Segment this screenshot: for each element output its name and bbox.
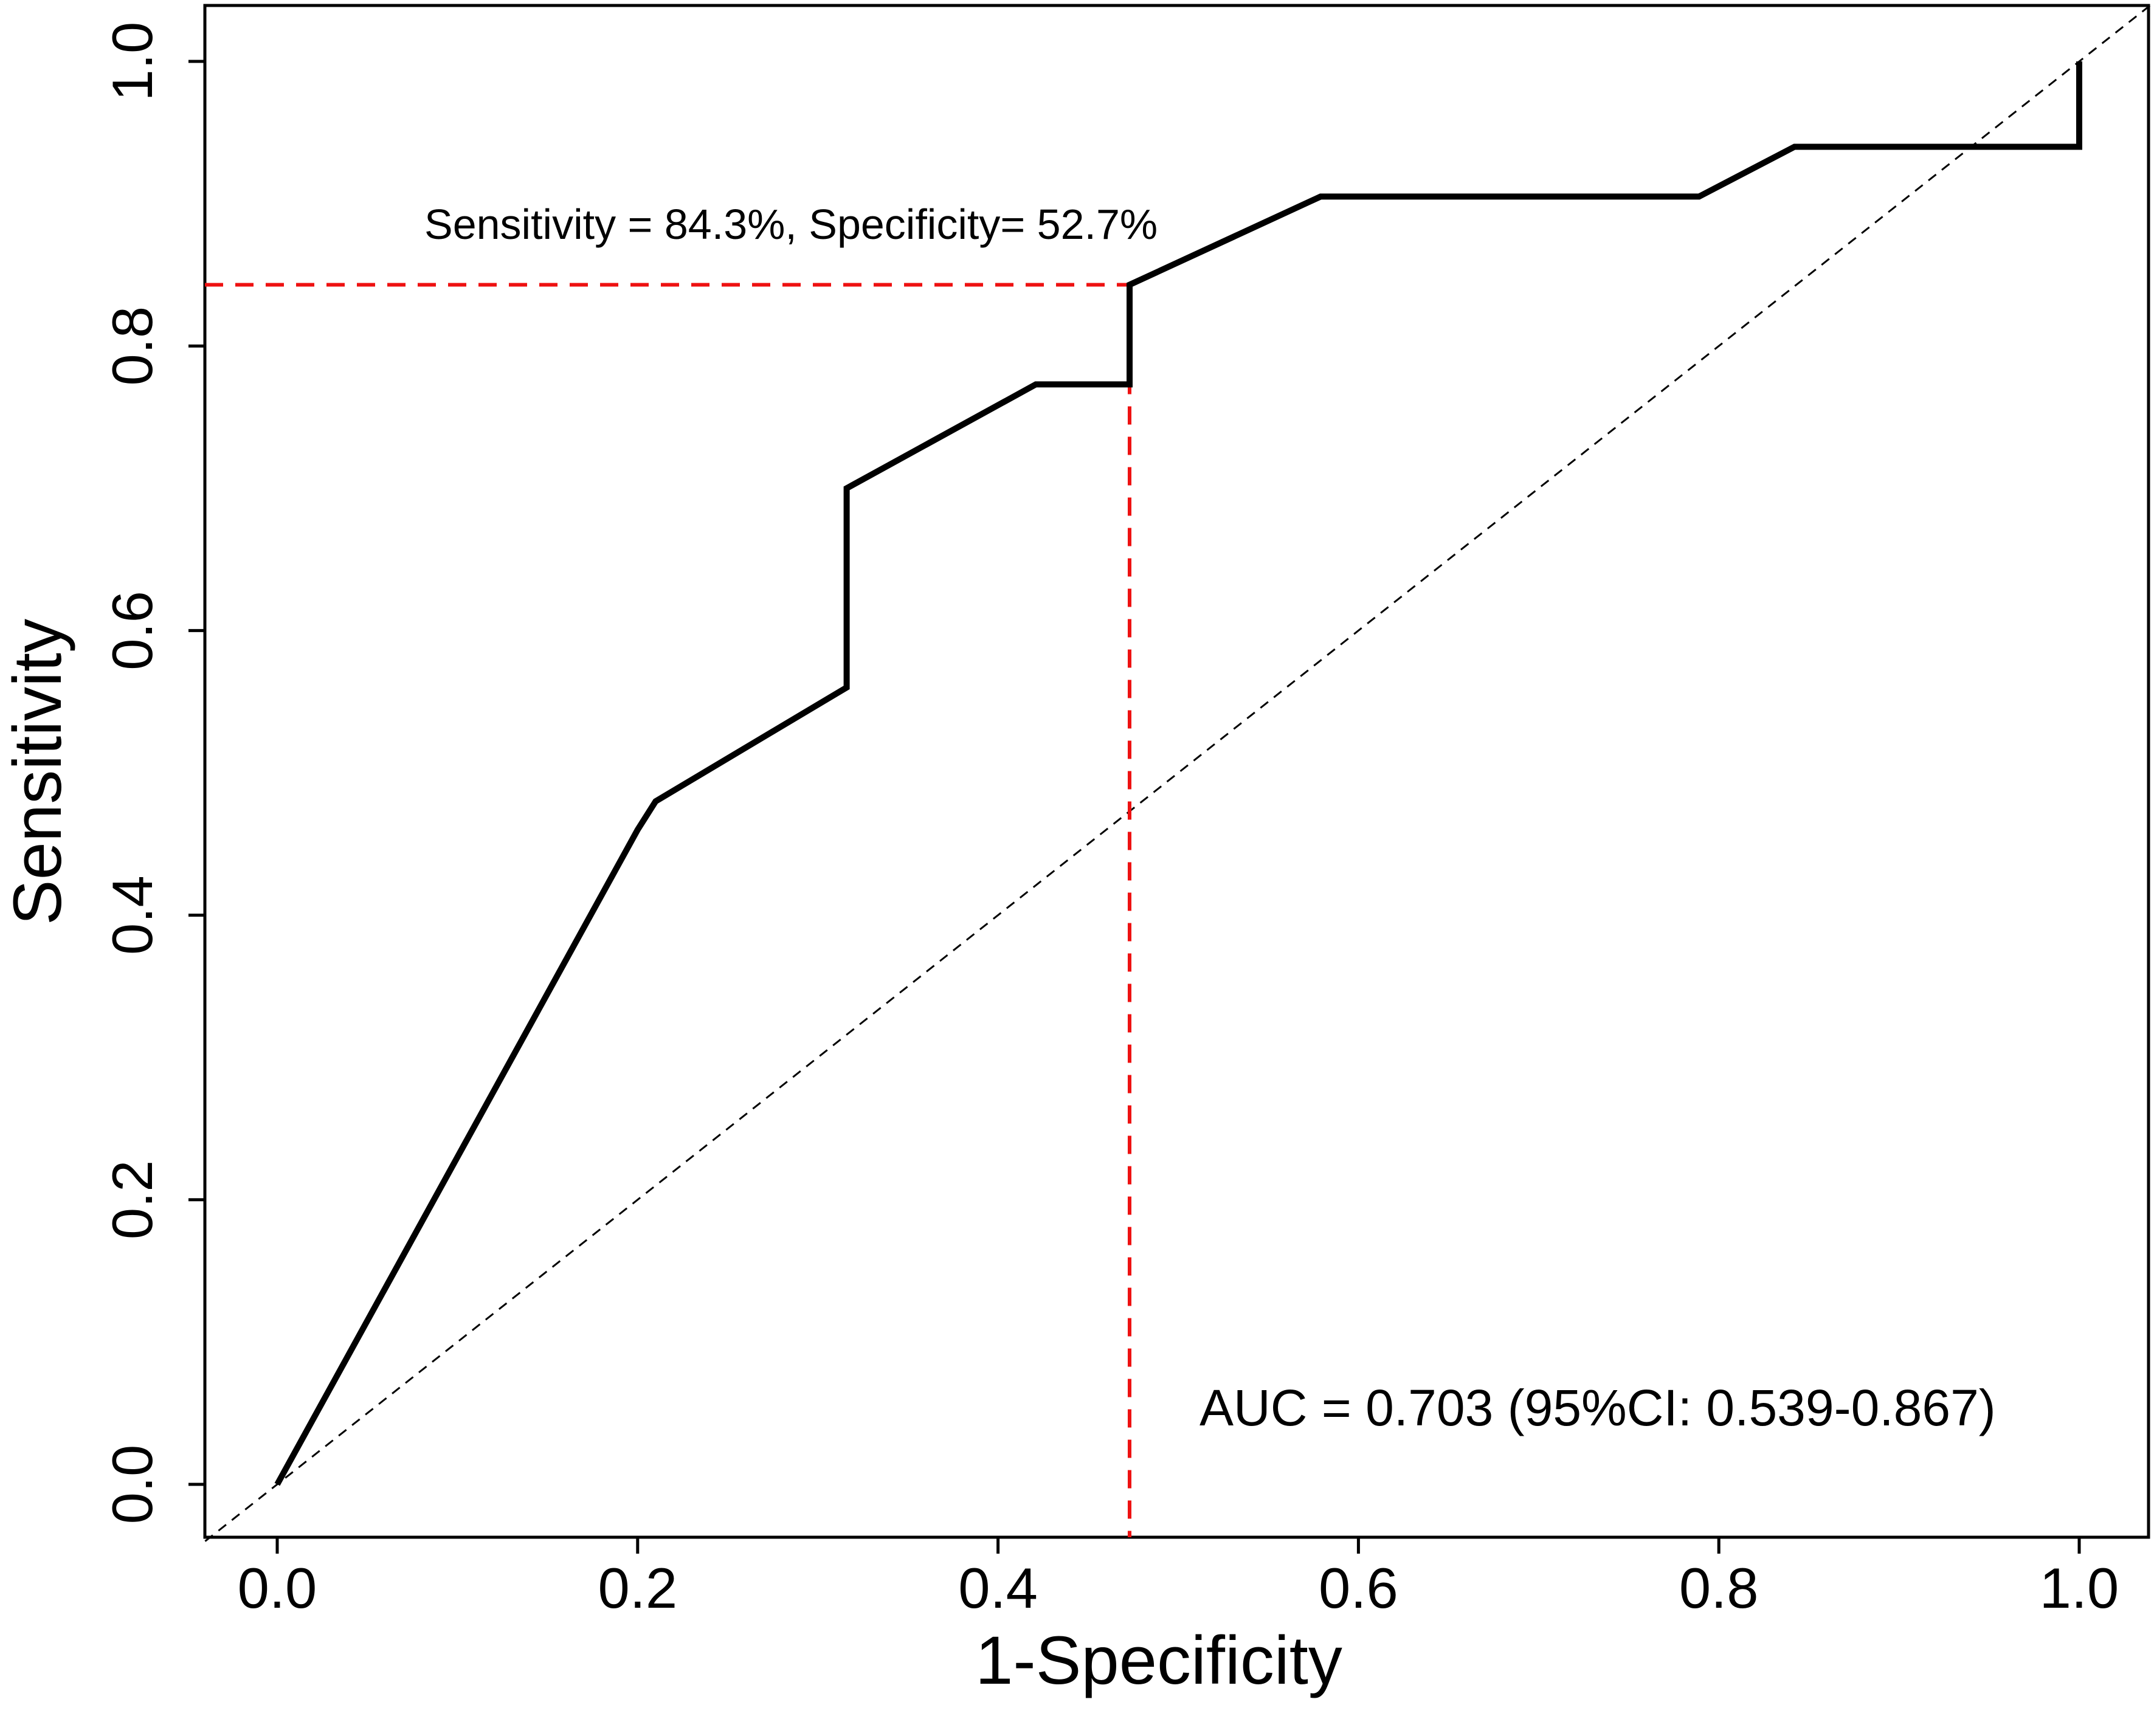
x-tick-label: 0.4 — [958, 1556, 1038, 1620]
x-tick-label: 0.0 — [238, 1556, 317, 1620]
roc-curve-line — [274, 61, 2082, 1486]
x-tick-label: 1.0 — [2040, 1556, 2119, 1620]
y-tick-label: 0.8 — [100, 306, 164, 386]
x-tick-label: 0.6 — [1319, 1556, 1398, 1620]
x-tick-label: 0.8 — [1679, 1556, 1759, 1620]
y-tick-label: 1.0 — [100, 22, 164, 102]
auc-annotation: AUC = 0.703 (95%CI: 0.539-0.867) — [1200, 1379, 1996, 1436]
reference-diagonal-line — [204, 4, 2152, 1542]
y-tick-label: 0.2 — [100, 1160, 164, 1239]
plot-frame — [203, 4, 2150, 1539]
x-axis-title: 1-Specificity — [975, 1622, 1342, 1698]
y-tick-label: 0.0 — [100, 1445, 164, 1524]
x-tick-label: 0.2 — [598, 1556, 677, 1620]
cutoff-annotation: Sensitivity = 84.3%, Specificity= 52.7% — [424, 201, 1158, 248]
y-tick-label: 0.6 — [100, 591, 164, 670]
y-axis-title: Sensitivity — [0, 619, 75, 925]
y-tick-label: 0.4 — [100, 875, 164, 955]
